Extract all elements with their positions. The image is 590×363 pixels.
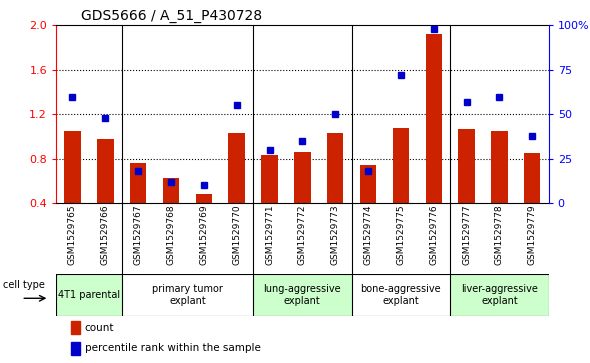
Text: GSM1529768: GSM1529768 [166,205,175,265]
Bar [450,274,549,316]
Text: GSM1529766: GSM1529766 [101,205,110,265]
Text: GSM1529770: GSM1529770 [232,205,241,265]
Text: primary tumor
explant: primary tumor explant [152,284,223,306]
Text: GSM1529765: GSM1529765 [68,205,77,265]
Text: GSM1529769: GSM1529769 [199,205,208,265]
Bar [163,178,179,203]
Text: liver-aggressive
explant: liver-aggressive explant [461,284,538,306]
Text: cell type: cell type [3,280,45,290]
Bar [122,274,253,316]
Bar [425,34,442,203]
Text: GSM1529778: GSM1529778 [495,205,504,265]
Bar [71,342,80,355]
Bar [360,166,376,203]
Text: GSM1529774: GSM1529774 [363,205,372,265]
Bar [64,131,81,203]
Text: GSM1529772: GSM1529772 [298,205,307,265]
Bar [352,274,450,316]
Bar [393,128,409,203]
Bar [524,153,540,203]
Text: GSM1529779: GSM1529779 [528,205,537,265]
Bar [491,131,507,203]
Bar [458,129,475,203]
Bar [97,139,113,203]
Bar [56,274,122,316]
Bar [294,152,310,203]
Bar [253,274,352,316]
Text: 4T1 parental: 4T1 parental [58,290,120,300]
Text: GSM1529773: GSM1529773 [331,205,340,265]
Text: GSM1529777: GSM1529777 [462,205,471,265]
Text: bone-aggressive
explant: bone-aggressive explant [360,284,441,306]
Bar [196,195,212,203]
Bar [71,321,80,334]
Text: GSM1529767: GSM1529767 [134,205,143,265]
Text: percentile rank within the sample: percentile rank within the sample [84,343,261,354]
Bar [130,163,146,203]
Text: lung-aggressive
explant: lung-aggressive explant [264,284,341,306]
Text: GSM1529771: GSM1529771 [265,205,274,265]
Text: GSM1529776: GSM1529776 [430,205,438,265]
Text: GDS5666 / A_51_P430728: GDS5666 / A_51_P430728 [81,9,262,23]
Text: count: count [84,323,114,333]
Bar [261,155,278,203]
Bar [327,133,343,203]
Text: GSM1529775: GSM1529775 [396,205,405,265]
Bar [228,133,245,203]
